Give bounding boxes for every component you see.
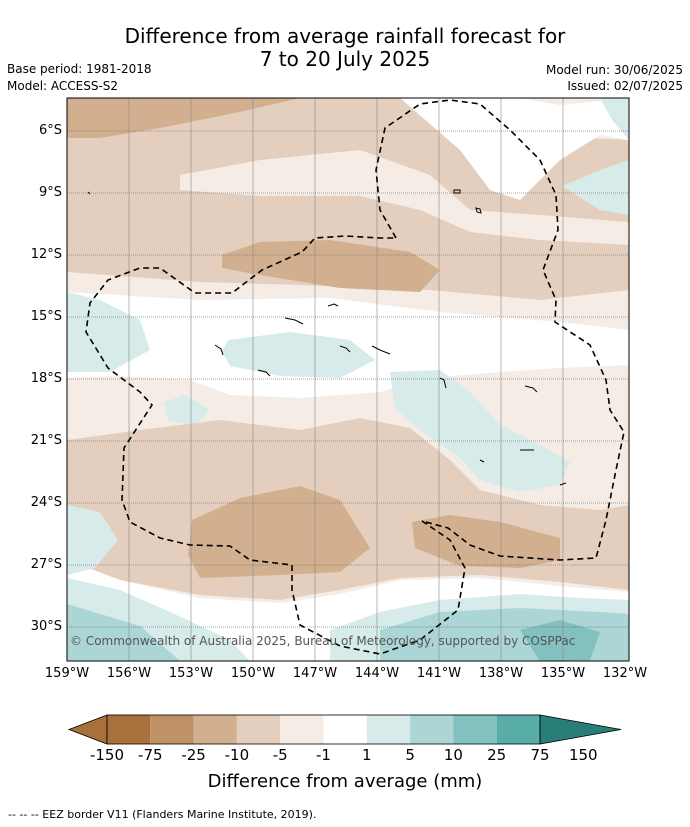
colorbar-bin xyxy=(410,715,454,744)
colorbar xyxy=(67,714,622,745)
colorbar-tick-label: 150 xyxy=(568,746,598,764)
colorbar-outline xyxy=(106,714,541,745)
lon-label-132w: 132°W xyxy=(602,666,648,681)
colorbar-bin xyxy=(323,715,367,744)
colorbar-tick-label: 10 xyxy=(443,746,463,764)
colorbar-extend-high xyxy=(539,714,622,745)
lat-label-6s: 6°S xyxy=(38,123,62,138)
lon-label-144w: 144°W xyxy=(354,666,400,681)
lat-label-24s: 24°S xyxy=(30,495,62,510)
lat-label-27s: 27°S xyxy=(30,557,62,572)
rainfall-anomaly-field xyxy=(67,98,629,661)
colorbar-tick-label: -25 xyxy=(181,746,206,764)
colorbar-bin xyxy=(280,715,324,744)
colorbar-tick-label: 1 xyxy=(362,746,372,764)
map-title-line1: Difference from average rainfall forecas… xyxy=(124,24,566,48)
colorbar-bin xyxy=(496,715,540,744)
lat-label-12s: 12°S xyxy=(30,247,62,262)
colorbar-tick-label: -150 xyxy=(89,746,125,764)
colorbar-title: Difference from average (mm) xyxy=(207,771,483,792)
lat-label-9s: 9°S xyxy=(38,185,62,200)
lat-label-30s: 30°S xyxy=(30,619,62,634)
island-outlines xyxy=(87,189,567,486)
lon-label-156w: 156°W xyxy=(106,666,152,681)
lon-label-150w: 150°W xyxy=(230,666,276,681)
lat-label-18s: 18°S xyxy=(30,371,62,386)
model-run: Model run: 30/06/2025 xyxy=(545,63,683,77)
map-title-line2: 7 to 20 July 2025 xyxy=(259,47,431,71)
colorbar-tick-label: -5 xyxy=(272,746,288,764)
map-gridlines xyxy=(128,98,564,661)
colorbar-extend-low xyxy=(67,714,108,745)
colorbar-bin xyxy=(150,715,194,744)
copyright-notice: © Commonwealth of Australia 2025, Bureau… xyxy=(70,634,576,648)
base-period: Base period: 1981-2018 xyxy=(7,62,152,76)
colorbar-bin xyxy=(236,715,281,744)
lon-label-138w: 138°W xyxy=(478,666,524,681)
lon-label-135w: 135°W xyxy=(540,666,586,681)
colorbar-tick-label: -1 xyxy=(316,746,331,764)
colorbar-tick-label: -75 xyxy=(138,746,163,764)
issued-date: Issued: 02/07/2025 xyxy=(567,79,683,93)
colorbar-tick-label: -10 xyxy=(224,746,250,764)
colorbar-bin xyxy=(193,715,237,744)
model-name: Model: ACCESS-S2 xyxy=(7,79,119,93)
colorbar-bin xyxy=(453,715,497,744)
colorbar-tick-label: 5 xyxy=(405,746,415,764)
eez-legend: -- -- -- EEZ border V11 (Flanders Marine… xyxy=(8,808,317,821)
lon-label-141w: 141°W xyxy=(416,666,462,681)
map-frame xyxy=(66,97,630,662)
lon-label-147w: 147°W xyxy=(292,666,338,681)
lat-label-21s: 21°S xyxy=(30,433,62,448)
colorbar-bin xyxy=(107,715,151,744)
latitude-gridlines xyxy=(67,130,629,628)
eez-border xyxy=(85,99,625,655)
colorbar-bin xyxy=(366,715,411,744)
lon-label-159w: 159°W xyxy=(44,666,90,681)
lat-label-15s: 15°S xyxy=(30,309,62,324)
colorbar-tick-label: 25 xyxy=(487,746,507,764)
colorbar-tick-label: 75 xyxy=(530,746,550,764)
lon-label-153w: 153°W xyxy=(168,666,214,681)
